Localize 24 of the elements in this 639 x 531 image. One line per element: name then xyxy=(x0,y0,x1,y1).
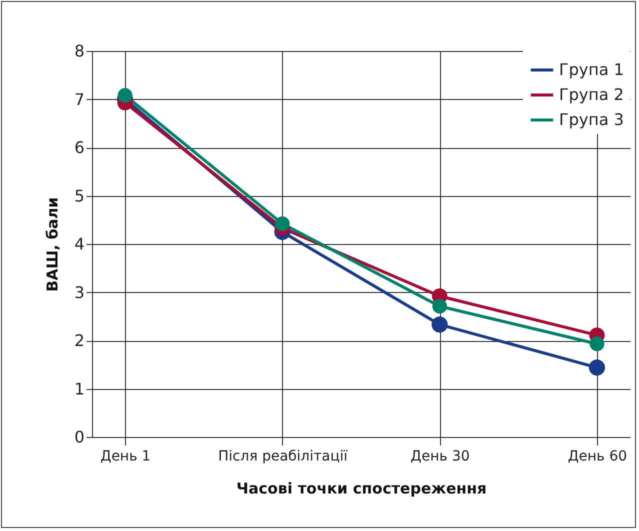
y-tick-label: 2 xyxy=(74,331,84,350)
y-tick-label: 5 xyxy=(74,186,84,206)
y-tick-label: 3 xyxy=(74,282,84,302)
y-tick-label: 6 xyxy=(74,138,84,157)
y-tick-label: 7 xyxy=(74,90,84,109)
point xyxy=(275,216,290,232)
y-tick-label: 0 xyxy=(74,428,84,446)
x-axis-title: Часові точки спостереження xyxy=(236,480,487,498)
legend-label: Група 1 xyxy=(559,60,624,79)
point xyxy=(432,316,448,333)
x-tick-label: День 30 xyxy=(410,448,470,464)
y-tick-label: 8 xyxy=(74,42,84,60)
y-tick-label: 1 xyxy=(74,379,84,398)
y-tick-label: 4 xyxy=(74,234,84,254)
x-tick-label: День 60 xyxy=(568,448,628,464)
x-tick-label: День 1 xyxy=(100,448,151,464)
legend-label: Група 2 xyxy=(559,85,624,104)
point xyxy=(590,336,604,352)
point xyxy=(588,359,606,376)
y-axis-title: ВАШ, бали xyxy=(43,197,62,292)
point xyxy=(118,88,132,103)
x-tick-label: Після реабілітації xyxy=(218,448,348,464)
point xyxy=(432,298,447,314)
legend-label: Група 3 xyxy=(559,110,624,129)
